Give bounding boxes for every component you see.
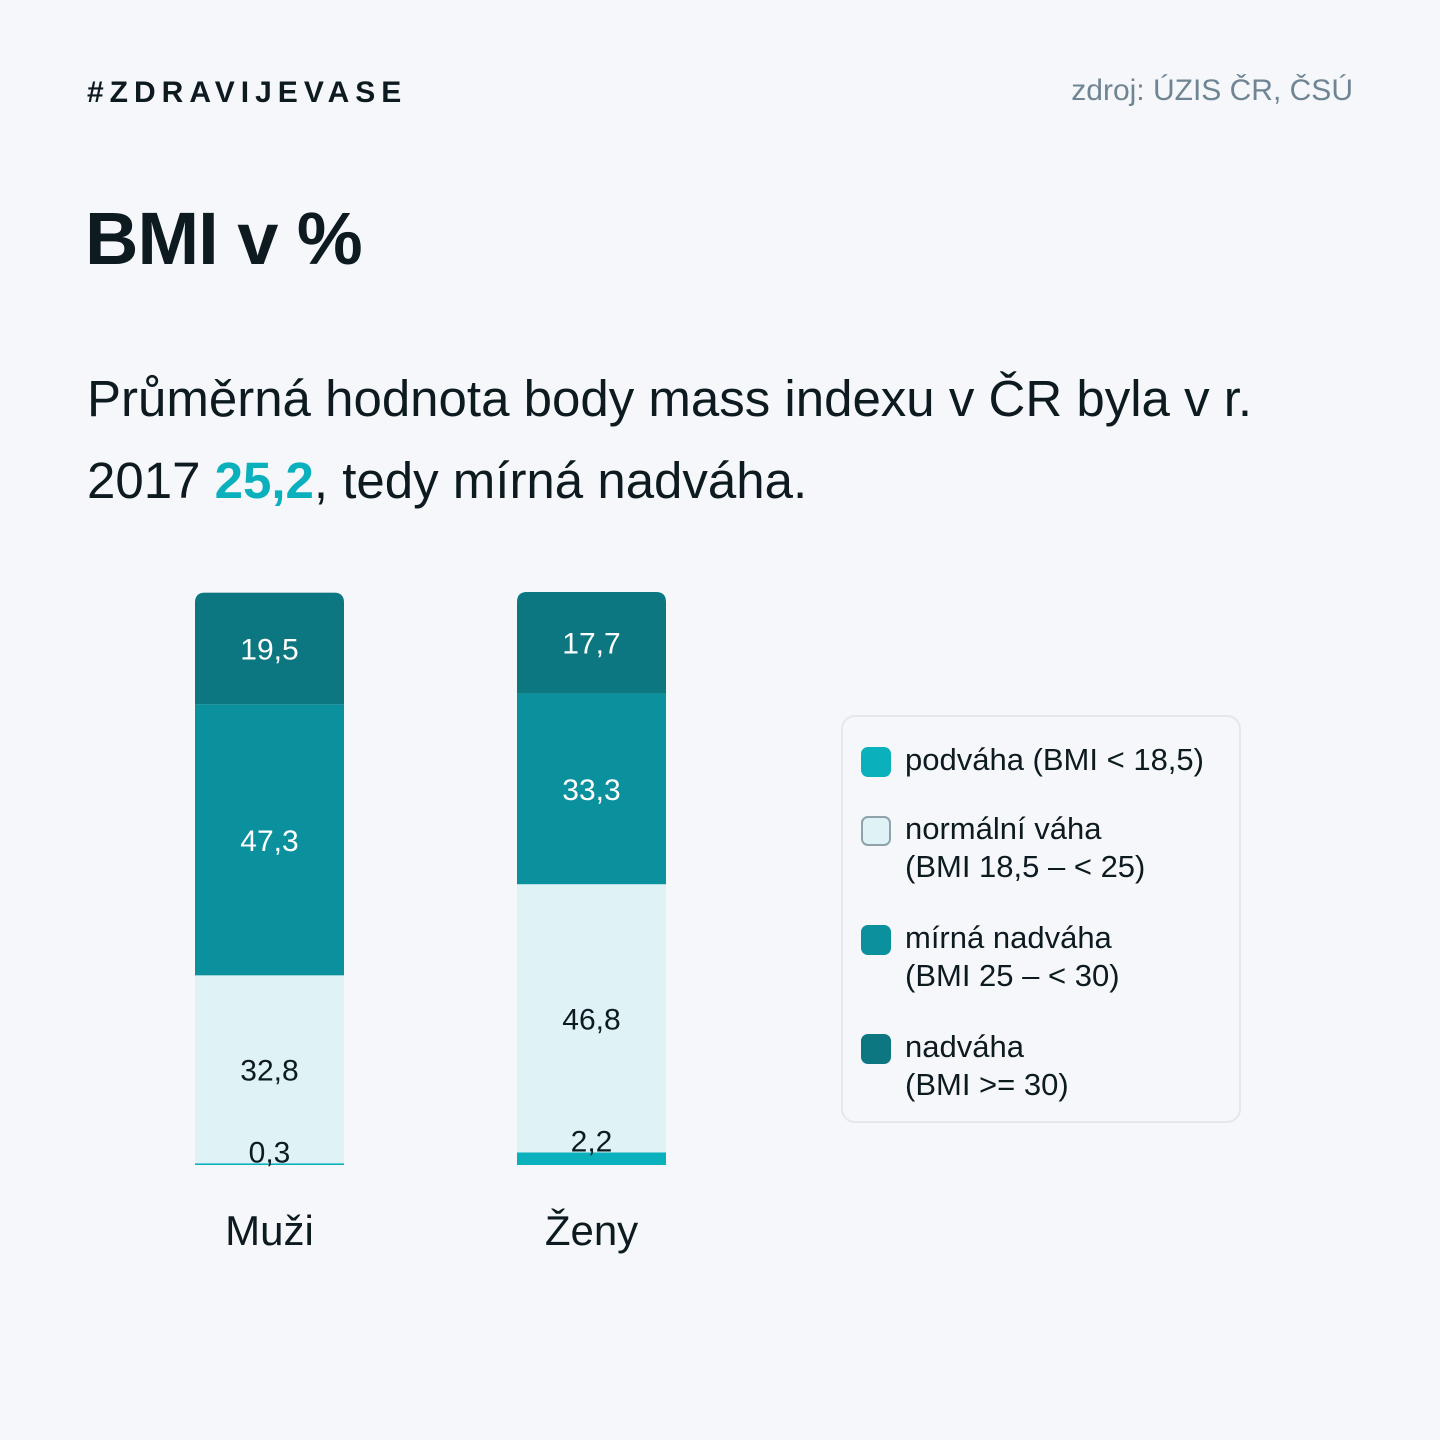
legend-label-line1: nadváha: [905, 1029, 1024, 1064]
legend-label-line2: (BMI 18,5 – < 25): [905, 849, 1146, 884]
legend-label-mirna-nadvaha: mírná nadváha (BMI 25 – < 30): [905, 919, 1235, 995]
data-label-muzi-nadvaha: 19,5: [240, 633, 298, 666]
hashtag: #ZDRAVIJEVASE: [87, 76, 408, 109]
category-label-zeny: Ženy: [545, 1207, 638, 1254]
bar-segment-zeny-nadvaha: [517, 592, 666, 694]
subtitle: Průměrná hodnota body mass indexu v ČR b…: [87, 358, 1307, 522]
legend-label-podvaha: podváha (BMI < 18,5): [905, 741, 1235, 779]
legend-swatch-normalni-vaha: [861, 816, 891, 846]
page-title: BMI v %: [85, 197, 363, 280]
data-label-zeny-normalni-vaha: 46,8: [562, 1003, 620, 1036]
legend-swatch-podvaha: [861, 747, 891, 777]
legend-label-nadvaha: nadváha (BMI >= 30): [905, 1028, 1235, 1104]
bar-segment-zeny-mirna-nadvaha: [517, 693, 666, 885]
data-label-muzi-normalni-vaha: 32,8: [240, 1054, 298, 1087]
legend-label-line1: mírná nadváha: [905, 920, 1112, 955]
source-note: zdroj: ÚZIS ČR, ČSÚ: [1071, 74, 1353, 107]
legend-label-normalni-vaha: normální váha (BMI 18,5 – < 25): [905, 810, 1235, 886]
subtitle-text-1: Průměrná hodnota body mass indexu v ČR b…: [87, 370, 1253, 509]
legend-label-line2: (BMI 25 – < 30): [905, 958, 1120, 993]
legend-label-line1: normální váha: [905, 811, 1102, 846]
data-label-zeny-podvaha: 2,2: [571, 1125, 613, 1158]
data-label-zeny-nadvaha: 17,7: [562, 628, 620, 661]
legend-label-line2: (BMI >= 30): [905, 1067, 1069, 1102]
legend-swatch-nadvaha: [861, 1034, 891, 1064]
bar-segment-muzi-nadvaha: [195, 592, 344, 705]
data-label-muzi-mirna-nadvaha: 47,3: [240, 825, 298, 858]
legend-label-line1: podváha (BMI < 18,5): [905, 742, 1204, 777]
data-label-zeny-mirna-nadvaha: 33,3: [562, 774, 620, 807]
bar-segment-zeny-normalni-vaha: [517, 884, 666, 1153]
bar-stack-zeny: [517, 592, 666, 1165]
chart-legend: podváha (BMI < 18,5) normální váha (BMI …: [841, 715, 1241, 1123]
bar-segment-muzi-podvaha: [195, 1163, 344, 1165]
data-label-muzi-podvaha: 0,3: [249, 1136, 291, 1169]
bar-segment-muzi-normalni-vaha: [195, 975, 344, 1164]
category-label-muzi: Muži: [225, 1207, 314, 1254]
bar-segment-muzi-mirna-nadvaha: [195, 704, 344, 976]
legend-swatch-mirna-nadvaha: [861, 925, 891, 955]
bar-stack-muzi: [195, 592, 344, 1165]
subtitle-text-2: , tedy mírná nadváha.: [313, 452, 808, 509]
subtitle-highlight-value: 25,2: [214, 452, 314, 509]
bar-segment-zeny-podvaha: [517, 1152, 666, 1165]
